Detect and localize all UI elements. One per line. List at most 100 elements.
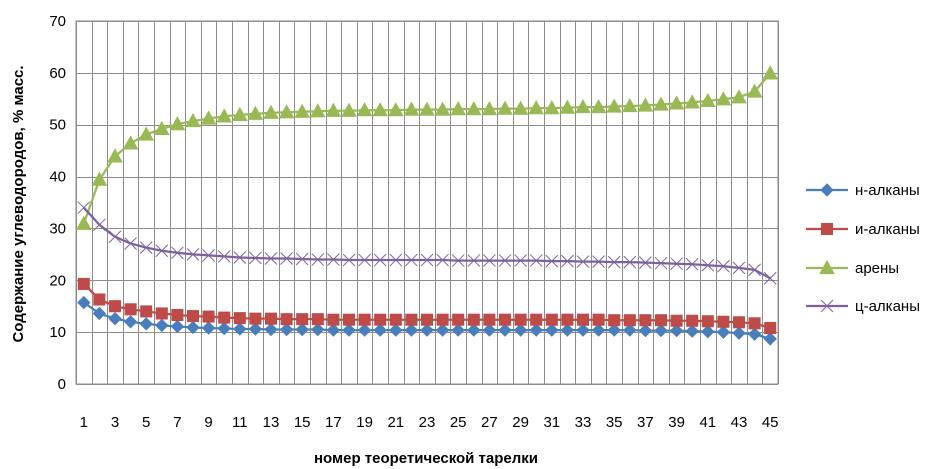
data-point (529, 254, 543, 267)
data-point (498, 323, 512, 337)
x-tick-label: 35 (606, 414, 623, 431)
data-point (233, 322, 247, 336)
data-point (389, 313, 402, 326)
data-point (75, 215, 92, 230)
data-point (763, 271, 777, 285)
data-point (483, 313, 496, 326)
data-point (247, 105, 264, 120)
data-point (280, 252, 293, 265)
series-layer (75, 65, 779, 346)
data-point (404, 323, 419, 337)
data-point (820, 183, 834, 197)
data-point (186, 310, 200, 323)
data-point (467, 323, 481, 337)
data-point (639, 314, 652, 327)
x-tick-label: 33 (575, 414, 592, 431)
data-point (231, 106, 248, 121)
data-point (748, 317, 761, 330)
data-point (342, 313, 356, 326)
data-point (530, 313, 543, 326)
data-point (717, 259, 730, 273)
series-line (82, 206, 771, 280)
data-point (389, 323, 403, 337)
data-point (545, 254, 559, 268)
data-point (482, 323, 497, 337)
data-point (561, 254, 574, 268)
data-point (450, 101, 467, 116)
y-tick-label: 20 (49, 272, 66, 289)
data-point (218, 311, 231, 324)
data-point (358, 313, 371, 326)
data-point (732, 316, 746, 329)
x-tick-label: 1 (80, 414, 88, 431)
data-point (576, 255, 590, 268)
x-tick-label: 27 (481, 414, 498, 431)
data-point (373, 253, 387, 267)
data-point (357, 323, 372, 337)
data-point (637, 97, 654, 112)
data-point (405, 313, 418, 326)
data-point (514, 313, 527, 326)
data-point (639, 256, 652, 270)
data-point (590, 99, 607, 114)
data-point (668, 95, 685, 110)
data-point (311, 322, 325, 337)
data-point (140, 305, 153, 318)
data-point (342, 323, 356, 337)
data-point (217, 250, 231, 263)
data-point (467, 313, 480, 326)
data-point (684, 94, 701, 109)
data-point (77, 201, 91, 215)
data-point (171, 309, 184, 322)
data-point (732, 326, 746, 340)
data-point (295, 252, 309, 266)
data-point (341, 102, 357, 117)
data-point (621, 98, 638, 113)
x-tick-label: 19 (356, 414, 373, 431)
series-0 (77, 295, 777, 346)
data-point (717, 315, 730, 328)
data-point (498, 254, 512, 267)
data-point (264, 322, 278, 337)
data-point (342, 253, 356, 267)
data-point (514, 254, 527, 267)
data-point (419, 101, 435, 116)
data-point (169, 116, 186, 131)
data-point (529, 323, 543, 337)
data-point (202, 249, 215, 262)
data-point (153, 120, 170, 135)
data-point (200, 110, 217, 125)
data-point (653, 96, 669, 111)
data-point (108, 230, 122, 244)
data-point (155, 244, 169, 258)
data-point (669, 323, 684, 338)
data-point (248, 322, 263, 336)
data-point (122, 135, 139, 150)
data-point (108, 311, 122, 326)
x-tick-label: 41 (699, 414, 716, 431)
x-tick-label: 5 (142, 414, 150, 431)
data-point (762, 65, 779, 80)
data-point (452, 313, 465, 326)
data-point (607, 323, 621, 337)
data-point (592, 313, 605, 326)
data-point (498, 313, 512, 326)
data-point (764, 321, 777, 335)
y-tick-label: 10 (49, 324, 66, 341)
data-point (91, 171, 108, 186)
data-point (575, 99, 591, 114)
grid (75, 20, 779, 385)
data-point (685, 324, 699, 338)
data-point (576, 323, 590, 337)
data-point (545, 313, 558, 326)
data-point (607, 255, 621, 269)
data-point (561, 313, 574, 326)
data-point (654, 256, 668, 270)
x-tick-label: 43 (731, 414, 748, 431)
data-point (685, 257, 699, 271)
data-point (420, 253, 434, 267)
data-point (264, 312, 278, 325)
data-point (435, 323, 450, 337)
series-line (82, 72, 772, 225)
